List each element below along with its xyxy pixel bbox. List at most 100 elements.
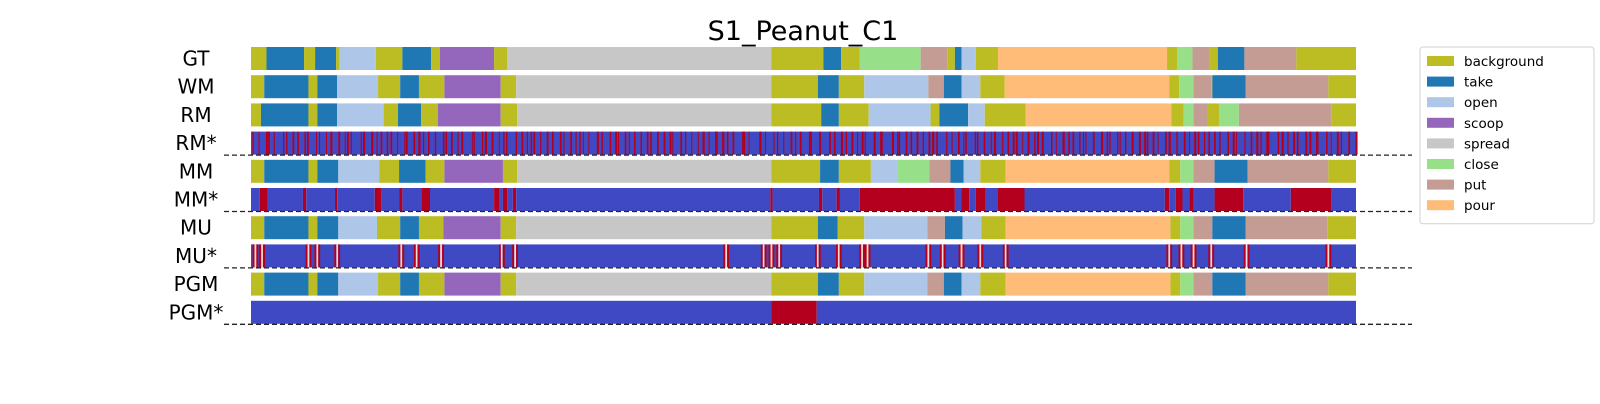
legend-label: spread bbox=[1464, 136, 1510, 152]
certainty-segment bbox=[771, 300, 817, 324]
row-label: MM bbox=[179, 159, 214, 183]
segment-close bbox=[1180, 272, 1194, 296]
segment-close bbox=[859, 47, 921, 70]
uncertainty-peak bbox=[862, 244, 864, 268]
uncertainty-peak bbox=[255, 244, 257, 268]
segment-pour bbox=[1005, 159, 1170, 183]
certainty-segment bbox=[502, 188, 508, 211]
certainty-stripe bbox=[1124, 131, 1127, 155]
segment-open bbox=[338, 216, 377, 240]
segment-scoop bbox=[444, 75, 501, 99]
uncertainty-peak bbox=[1247, 244, 1250, 268]
certainty-stripe bbox=[702, 131, 705, 155]
segment-open bbox=[864, 272, 928, 296]
certainty-stripe bbox=[540, 131, 542, 155]
certainty-stripe bbox=[292, 131, 295, 155]
segment-background bbox=[771, 103, 822, 127]
certainty-stripe bbox=[503, 131, 505, 155]
segment-background bbox=[980, 272, 1006, 296]
certainty-stripe bbox=[1144, 131, 1147, 155]
uncertainty-peak bbox=[1327, 244, 1329, 268]
certainty-stripe bbox=[650, 131, 652, 155]
uncertainty-peak bbox=[943, 244, 946, 268]
uncertainty-peak bbox=[1005, 244, 1007, 268]
legend-swatch bbox=[1427, 138, 1454, 149]
legend-item-open: open bbox=[1427, 95, 1498, 111]
uncertainty-peak bbox=[1180, 244, 1182, 268]
row-label: MU bbox=[180, 216, 212, 240]
segment-open bbox=[337, 103, 384, 127]
uncertainty-peak bbox=[763, 244, 765, 268]
certainty-segment bbox=[816, 300, 1356, 324]
certainty-stripe bbox=[318, 131, 321, 155]
uncertainty-peak bbox=[1245, 244, 1247, 268]
segment-take bbox=[402, 47, 432, 70]
segment-background bbox=[930, 103, 940, 127]
segment-background bbox=[771, 272, 818, 296]
row-label: GT bbox=[182, 47, 210, 71]
certainty-stripe bbox=[861, 131, 864, 155]
legend-item-take: take bbox=[1427, 75, 1493, 91]
uncertainty-peak bbox=[1002, 244, 1005, 268]
segment-background bbox=[425, 159, 445, 183]
uncertainty-peak bbox=[960, 244, 962, 268]
segment-background bbox=[947, 47, 955, 70]
certainty-base bbox=[251, 131, 1356, 155]
uncertainty-peak bbox=[839, 244, 840, 268]
uncertainty-peak bbox=[727, 244, 730, 268]
certainty-stripe bbox=[397, 131, 399, 155]
uncertainty-peak bbox=[816, 244, 818, 268]
certainty-stripe bbox=[680, 131, 683, 155]
certainty-stripe bbox=[445, 131, 448, 155]
uncertainty-peak bbox=[980, 244, 982, 268]
certainty-segment bbox=[494, 188, 500, 211]
segment-open bbox=[339, 47, 376, 70]
segment-open bbox=[864, 216, 928, 240]
legend-item-pour: pour bbox=[1427, 198, 1495, 214]
segment-take bbox=[264, 75, 309, 99]
certainty-stripe bbox=[1316, 131, 1318, 155]
row-rm-star: RM* bbox=[175, 131, 1412, 156]
certainty-stripe bbox=[1256, 131, 1259, 155]
segment-background bbox=[494, 47, 508, 70]
uncertainty-peak bbox=[398, 244, 401, 268]
uncertainty-peak bbox=[261, 244, 262, 268]
uncertainty-peak bbox=[726, 244, 728, 268]
segment-take bbox=[264, 159, 309, 183]
certainty-stripe bbox=[615, 131, 618, 155]
segment-open bbox=[968, 103, 985, 127]
uncertainty-peak bbox=[1329, 244, 1332, 268]
certainty-stripe bbox=[1157, 131, 1159, 155]
segment-put bbox=[1244, 47, 1297, 70]
certainty-stripe bbox=[457, 131, 459, 155]
segment-take bbox=[400, 272, 419, 296]
certainty-stripe bbox=[1092, 131, 1095, 155]
uncertainty-peak bbox=[1192, 244, 1194, 268]
uncertainty-peak bbox=[779, 244, 781, 268]
certainty-segment bbox=[1243, 188, 1291, 211]
segment-close bbox=[1180, 159, 1194, 183]
certainty-stripe bbox=[1236, 131, 1238, 155]
segment-background bbox=[304, 47, 316, 70]
uncertainty-peak bbox=[929, 244, 932, 268]
segment-background bbox=[1328, 75, 1356, 99]
uncertainty-peak bbox=[259, 244, 262, 268]
segment-take bbox=[317, 75, 338, 99]
segment-close bbox=[1180, 216, 1194, 240]
certainty-stripe bbox=[783, 131, 785, 155]
uncertainty-peak bbox=[307, 244, 309, 268]
certainty-stripe bbox=[1267, 131, 1270, 155]
certainty-stripe bbox=[928, 131, 931, 155]
segment-take bbox=[400, 75, 419, 99]
segment-background bbox=[1328, 272, 1356, 296]
uncertainty-peak bbox=[778, 244, 779, 268]
row-rm: RM bbox=[180, 103, 1356, 127]
row-label: WM bbox=[177, 75, 214, 99]
segment-background bbox=[308, 103, 318, 127]
segment-take bbox=[264, 216, 309, 240]
certainty-stripe bbox=[634, 131, 636, 155]
certainty-stripe bbox=[1079, 131, 1081, 155]
certainty-stripe bbox=[326, 131, 327, 155]
segment-take bbox=[817, 216, 838, 240]
certainty-stripe bbox=[891, 131, 895, 155]
